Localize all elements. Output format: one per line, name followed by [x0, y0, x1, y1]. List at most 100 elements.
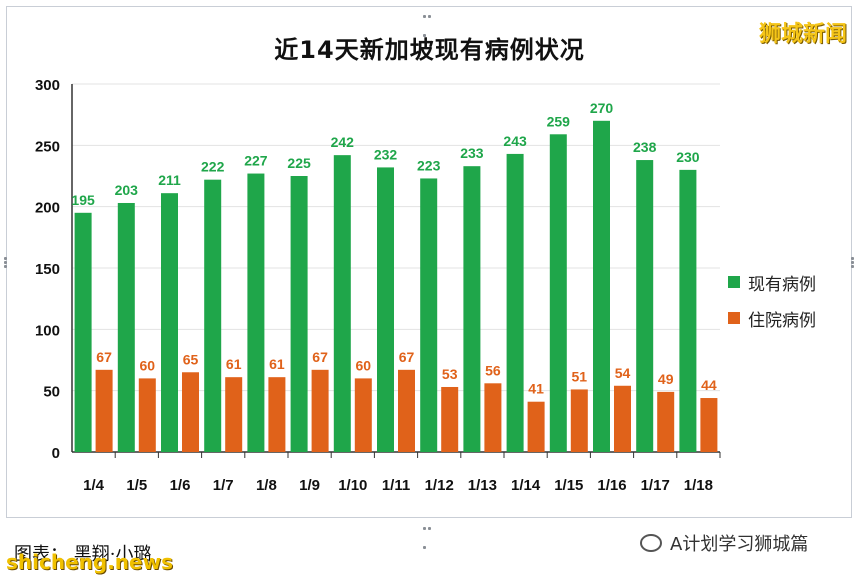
data-label-current: 195	[71, 192, 95, 208]
data-label-hospital: 61	[269, 356, 285, 372]
bar-current	[290, 176, 308, 452]
bar-current	[636, 160, 654, 452]
resize-handle-bottom[interactable]	[422, 515, 436, 549]
data-label-hospital: 54	[615, 365, 631, 381]
bar-current	[74, 212, 92, 452]
legend-item-hospital: 住院病例	[728, 300, 816, 336]
bar-hospital	[570, 389, 588, 452]
data-label-current: 238	[633, 139, 657, 155]
y-tick-label: 0	[52, 445, 60, 462]
bar-current	[506, 153, 524, 453]
resize-handle-right[interactable]	[851, 256, 855, 270]
data-label-hospital: 67	[96, 349, 112, 365]
bar-hospital	[398, 369, 415, 452]
x-tick-label: 1/9	[299, 477, 320, 494]
wechat-account-name: A计划学习狮城篇	[670, 534, 809, 555]
data-label-current: 225	[287, 155, 311, 171]
x-tick-label: 1/18	[684, 477, 713, 494]
data-label-current: 270	[590, 100, 614, 116]
data-label-hospital: 41	[528, 381, 544, 397]
data-label-current: 222	[201, 159, 225, 175]
x-tick-label: 1/15	[554, 477, 583, 494]
x-tick-label: 1/17	[641, 477, 670, 494]
bar-current	[463, 166, 481, 453]
y-tick-label: 300	[35, 77, 60, 94]
x-tick-label: 1/7	[213, 477, 234, 494]
data-label-current: 233	[460, 145, 484, 161]
x-tick-label: 1/16	[597, 477, 626, 494]
data-label-hospital: 60	[140, 357, 156, 373]
data-label-hospital: 51	[572, 368, 588, 384]
bar-current	[247, 173, 265, 452]
resize-handle-left[interactable]	[4, 256, 8, 270]
data-label-current: 259	[547, 113, 571, 129]
data-label-current: 227	[244, 153, 268, 169]
bar-current	[593, 120, 610, 453]
data-label-hospital: 60	[356, 357, 372, 373]
bar-hospital	[225, 377, 243, 452]
chart-title: 近14天新加坡现有病例状况	[274, 36, 585, 64]
data-label-current: 203	[115, 182, 139, 198]
resize-handle-top[interactable]	[422, 3, 436, 37]
bar-hospital	[657, 391, 675, 452]
bar-current	[161, 193, 178, 452]
data-label-current: 223	[417, 157, 441, 173]
legend-item-current: 现有病例	[728, 264, 816, 300]
wechat-account: A计划学习狮城篇	[640, 530, 808, 556]
bar-current	[377, 167, 394, 452]
bar-hospital	[484, 383, 502, 452]
x-tick-label: 1/12	[425, 477, 454, 494]
bar-hospital	[138, 378, 156, 452]
bar-hospital	[354, 378, 372, 452]
data-label-current: 242	[331, 134, 355, 150]
x-tick-label: 1/5	[126, 477, 147, 494]
data-label-hospital: 56	[485, 362, 501, 378]
wechat-icon	[640, 534, 662, 552]
chart-caption: 图表： 黑翔·小璐	[14, 544, 152, 565]
x-tick-label: 1/13	[468, 477, 497, 494]
bar-hospital	[95, 369, 113, 452]
data-label-hospital: 44	[701, 377, 717, 393]
legend-swatch-current	[728, 276, 740, 288]
brand-watermark: 狮城新闻	[758, 22, 847, 47]
bar-hospital	[182, 372, 199, 452]
data-label-hospital: 61	[226, 356, 242, 372]
legend-label-current: 现有病例	[748, 274, 816, 295]
bar-chart: 0 50 100 150 200 250 300 1/4 195 67 1/5 203 60 1/6 211…	[35, 77, 721, 494]
x-tick-label: 1/14	[511, 477, 541, 494]
data-label-hospital: 49	[658, 371, 674, 387]
bar-hospital	[268, 377, 286, 452]
data-label-hospital: 65	[183, 351, 199, 367]
bar-hospital	[441, 386, 459, 452]
y-tick-label: 200	[35, 200, 60, 217]
bar-hospital	[614, 385, 631, 452]
data-label-hospital: 67	[312, 349, 328, 365]
source-watermark: shicheng.news	[6, 550, 173, 574]
bar-current	[204, 179, 222, 452]
data-label-hospital: 67	[399, 349, 415, 365]
legend-swatch-hospital	[728, 312, 740, 324]
x-tick-label: 1/10	[338, 477, 367, 494]
data-label-current: 232	[374, 146, 398, 162]
data-label-hospital: 53	[442, 366, 458, 382]
data-label-current: 243	[503, 133, 527, 149]
bar-current	[679, 169, 697, 452]
y-tick-label: 50	[43, 384, 60, 401]
bar-hospital	[700, 398, 718, 452]
x-tick-label: 1/4	[83, 477, 105, 494]
bar-current	[420, 178, 438, 452]
x-tick-label: 1/6	[170, 477, 191, 494]
bar-hospital	[527, 401, 545, 452]
data-label-current: 211	[158, 172, 181, 188]
bar-hospital	[311, 369, 329, 452]
y-tick-label: 150	[35, 261, 60, 278]
data-label-current: 230	[676, 149, 700, 165]
x-tick-label: 1/11	[382, 477, 410, 494]
x-tick-label: 1/8	[256, 477, 277, 494]
bar-current	[333, 155, 351, 452]
legend-label-hospital: 住院病例	[748, 310, 816, 331]
y-tick-label: 100	[35, 322, 60, 339]
legend: 现有病例 住院病例	[728, 264, 816, 336]
bar-current	[117, 202, 135, 452]
y-tick-label: 250	[35, 138, 60, 155]
